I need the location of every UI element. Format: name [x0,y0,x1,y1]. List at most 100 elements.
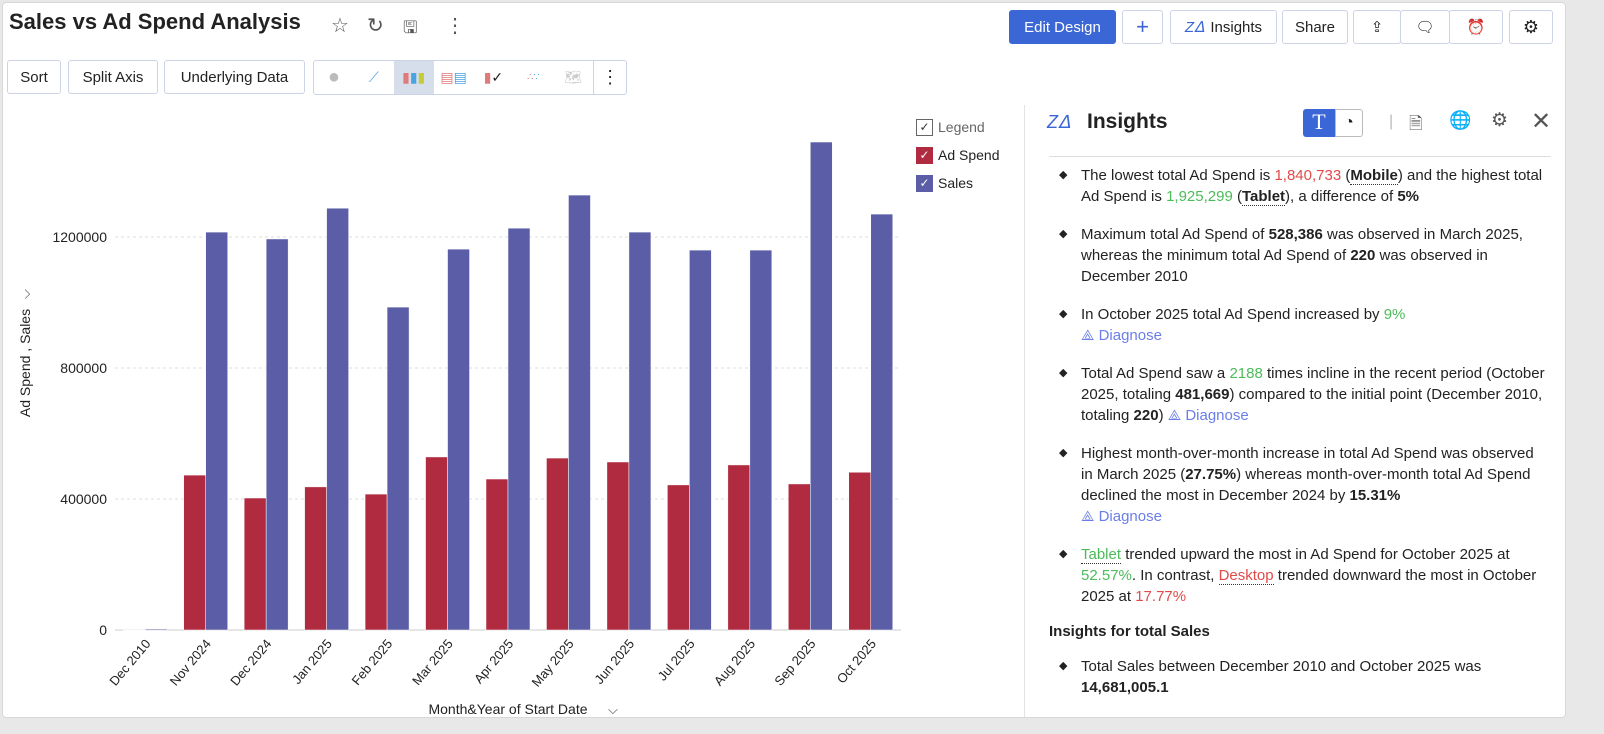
insight-text: ( [1341,167,1351,184]
x-tick-label: Jan 2025 [289,636,335,687]
insight-text: In October 2025 total Ad Spend increased… [1081,306,1384,323]
add-button[interactable]: + [1122,10,1163,44]
panel-divider [1024,105,1025,717]
legend-item-ad-spend[interactable]: ✓ Ad Spend [916,141,1000,169]
diagnose-link[interactable]: ⟁ Diagnose [1168,405,1249,426]
legend-label: Ad Spend [938,147,1000,163]
comment-icon[interactable]: 🗨 [1400,10,1450,44]
bar-ad-spend [667,484,690,631]
insight-text: 52.57% [1081,567,1132,584]
insight-text: Maximum total Ad Spend of [1081,226,1269,243]
bar-line-icon[interactable]: ▮ ✓ [483,69,504,85]
insight-text: 5% [1397,188,1420,205]
edit-design-button[interactable]: Edit Design [1009,10,1116,44]
x-tick-label: May 2025 [529,636,577,689]
insight-text: ), a difference of [1285,188,1398,205]
line-chart-icon[interactable]: ⟋ [368,69,379,85]
bar-sales [205,231,228,631]
export-icon[interactable]: ⇪ [1353,10,1401,44]
insight-text[interactable]: Desktop [1218,567,1274,585]
insight-text: 15.31% [1349,487,1401,504]
y-tick-label: 400000 [60,491,107,507]
insight-text: Total Sales between December 2010 and Oc… [1081,658,1482,675]
split-axis-button[interactable]: Split Axis [68,60,158,94]
zia-icon: Zᐃ [1184,19,1205,36]
x-tick-label: Aug 2025 [711,636,758,688]
x-tick-label: Jun 2025 [591,636,637,687]
insight-text[interactable]: Tablet [1081,546,1122,564]
y-tick-label: 1200000 [52,229,107,245]
insight-text: was observed in December 2010 [1081,247,1488,285]
settings-icon[interactable]: ⚙ [1491,110,1509,131]
bar-ad-spend [425,456,448,631]
underlying-data-button[interactable]: Underlying Data [164,60,305,94]
diagnose-icon: ⟁ [1081,327,1099,344]
x-tick-label: Nov 2024 [167,636,214,688]
diagnose-link[interactable]: ⟁ Diagnose [1081,325,1549,346]
bar-sales [689,249,712,631]
map-icon[interactable]: 🗺 [564,69,583,85]
star-icon[interactable]: ☆ [331,15,349,37]
diagnose-label: Diagnose [1098,327,1162,344]
text-view-icon[interactable]: T [1303,109,1335,137]
bar-sales [265,238,289,631]
insight-text: 481,669 [1175,386,1230,403]
bar-sales [568,194,591,631]
checkbox-icon: ✓ [916,118,933,136]
bar-sales [628,231,652,631]
insight-text: 1,840,733 [1274,167,1342,184]
insight-text: trended upward the most in Ad Spend for … [1121,546,1510,563]
insight-item: Highest month-over-month increase in tot… [1049,443,1549,527]
legend-toggle[interactable]: ✓ Legend [916,113,1000,141]
insight-text[interactable]: Mobile [1350,167,1398,185]
insight-text: . In contrast, [1131,567,1219,584]
legend-item-sales[interactable]: ✓ Sales [916,169,1000,197]
insight-text: times incline in the recent period (Octo… [1081,365,1545,403]
chart-view-icon[interactable]: ◔ [1335,109,1363,137]
x-tick-label: Mar 2025 [409,636,456,688]
legend-title: Legend [938,119,985,135]
chevron-down-icon: ⌵ [18,289,33,299]
bar-chart: 0 400000 800000 1200000 Dec 2010 Nov 2024 Dec … [17,141,901,717]
settings-icon[interactable]: ⚙ [1509,10,1553,44]
globe-icon[interactable]: 🌐 [1449,110,1472,130]
document-icon[interactable]: 🗎 [1409,114,1423,133]
zia-icon: Zᐃ [1047,112,1071,132]
separator: | [1389,113,1394,130]
close-icon[interactable]: ✕ [1531,108,1552,135]
insight-text: ) whereas month-over-month total Ad Spen… [1081,466,1531,504]
insight-text: Total Ad Spend saw a [1081,365,1230,382]
bar-ad-spend [243,497,267,631]
pie-chart-icon[interactable]: ● [327,66,340,88]
insight-text: ) and the highest total Ad Spend is [1081,167,1543,205]
insight-text: ) compared to the initial point (Decembe… [1081,386,1543,424]
alarm-icon[interactable]: ⏰ [1449,10,1503,44]
insights-label: Insights [1210,18,1263,36]
bar-sales [144,628,168,631]
refresh-icon[interactable]: ↻ [367,15,384,37]
scatter-icon[interactable]: ∴ ∵ [526,72,540,83]
report-window: Sales vs Ad Spend Analysis ☆ ↻ 🖫 ⋮ Edit … [2,2,1566,718]
insights-button[interactable]: Zᐃ Insights [1170,10,1277,44]
insight-text[interactable]: Tablet [1241,188,1286,206]
bar-sales [810,141,833,631]
insight-text: 27.75% [1185,466,1237,483]
section-heading: Insights for total Sales [1049,623,1210,640]
diagnose-link[interactable]: ⟁ Diagnose [1081,506,1549,527]
bar-chart-icon[interactable]: ▮ ▮ ▮ [393,61,434,94]
insight-item: Total Ad Spend saw a 2188 times incline … [1049,363,1549,426]
y-tick-label: 800000 [60,360,107,376]
x-tick-label: Dec 2024 [227,636,274,688]
divider [1049,156,1551,157]
insight-item: Tablet trended upward the most in Ad Spe… [1049,544,1549,607]
sort-button[interactable]: Sort [7,60,61,94]
insight-text: Highest month-over-month increase in tot… [1081,445,1534,483]
more-vertical-icon[interactable]: ⋮ [445,15,465,37]
more-chart-types-icon[interactable]: ⋮ [593,61,626,94]
share-button[interactable]: Share [1282,10,1348,44]
insight-text: ) [1158,407,1168,424]
bar-sales [326,207,349,631]
save-icon[interactable]: 🖫 [403,18,418,37]
insight-item: The lowest total Ad Spend is 1,840,733 (… [1049,165,1549,207]
stacked-bar-icon[interactable]: ▤ ▤ [440,69,467,85]
